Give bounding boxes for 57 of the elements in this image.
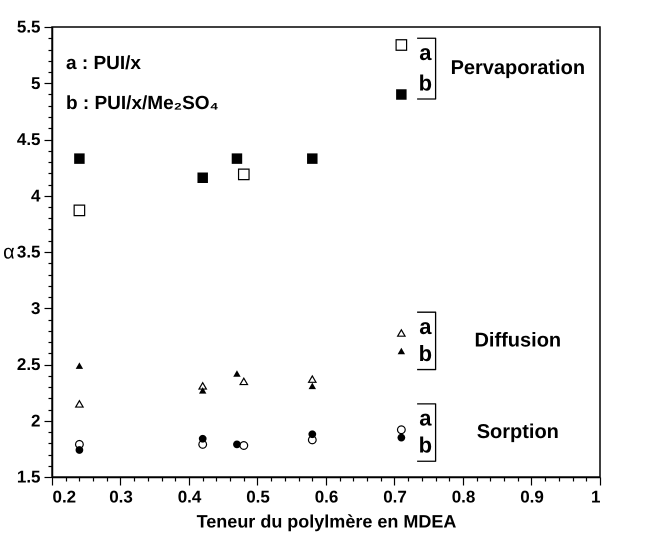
annotation: Diffusion bbox=[474, 329, 562, 352]
point bbox=[74, 153, 85, 164]
x-tick-label: 0.2 bbox=[52, 488, 76, 506]
point bbox=[239, 378, 248, 386]
point bbox=[308, 375, 317, 383]
point bbox=[76, 362, 84, 369]
point bbox=[396, 425, 406, 434]
point bbox=[308, 382, 316, 390]
x-tick-label: 0.8 bbox=[452, 488, 476, 506]
point bbox=[238, 168, 250, 180]
x-tick-label: 0.3 bbox=[109, 488, 133, 506]
point bbox=[198, 434, 207, 443]
point bbox=[397, 329, 406, 337]
point bbox=[233, 370, 241, 377]
annotation: a : PUI/x bbox=[66, 53, 142, 74]
x-tick-label: 0.9 bbox=[520, 488, 544, 506]
y-tick-label: 3.5 bbox=[16, 242, 40, 262]
x-tick-label: 0.7 bbox=[383, 488, 407, 506]
point bbox=[75, 400, 84, 408]
annotation: b : PUI/x/Me₂SO₄ bbox=[66, 93, 219, 114]
series-label: a bbox=[419, 406, 432, 430]
point bbox=[76, 446, 84, 454]
y-axis-title: α bbox=[3, 242, 15, 264]
point bbox=[307, 153, 318, 164]
series-label: a bbox=[419, 40, 432, 65]
y-tick-label: 5.5 bbox=[16, 18, 40, 36]
point bbox=[74, 204, 86, 216]
y-tick-label: 5 bbox=[31, 74, 40, 93]
annotation: Sorption bbox=[476, 421, 559, 443]
point bbox=[398, 348, 406, 354]
point bbox=[239, 441, 248, 450]
point bbox=[198, 382, 208, 390]
series-label: a bbox=[419, 314, 432, 339]
y-tick-label: 2 bbox=[31, 411, 40, 430]
y-tick-label: 4 bbox=[31, 186, 42, 206]
y-tick-label: 2.5 bbox=[16, 355, 40, 374]
point bbox=[396, 39, 408, 51]
point bbox=[397, 434, 406, 442]
point bbox=[233, 440, 241, 448]
series-label: b bbox=[418, 432, 432, 458]
point bbox=[232, 153, 242, 164]
x-tick-label: 1 bbox=[591, 488, 600, 506]
y-tick-label: 1.5 bbox=[16, 468, 40, 486]
y-tick-label: 4.5 bbox=[16, 130, 40, 149]
x-tick-label: 0.6 bbox=[314, 488, 338, 506]
x-tick-label: 0.4 bbox=[178, 488, 202, 506]
point bbox=[396, 89, 407, 100]
series-label: b bbox=[418, 70, 432, 96]
y-tick-label: 3 bbox=[31, 298, 40, 318]
point bbox=[74, 440, 84, 449]
point bbox=[198, 387, 206, 394]
point bbox=[308, 430, 316, 438]
annotation: Pervaporation bbox=[450, 57, 586, 80]
series-label: b bbox=[418, 340, 432, 366]
point bbox=[197, 172, 208, 183]
x-axis-title: Teneur du polylmère en MDEA bbox=[196, 512, 456, 532]
x-tick-label: 0.5 bbox=[246, 488, 270, 506]
